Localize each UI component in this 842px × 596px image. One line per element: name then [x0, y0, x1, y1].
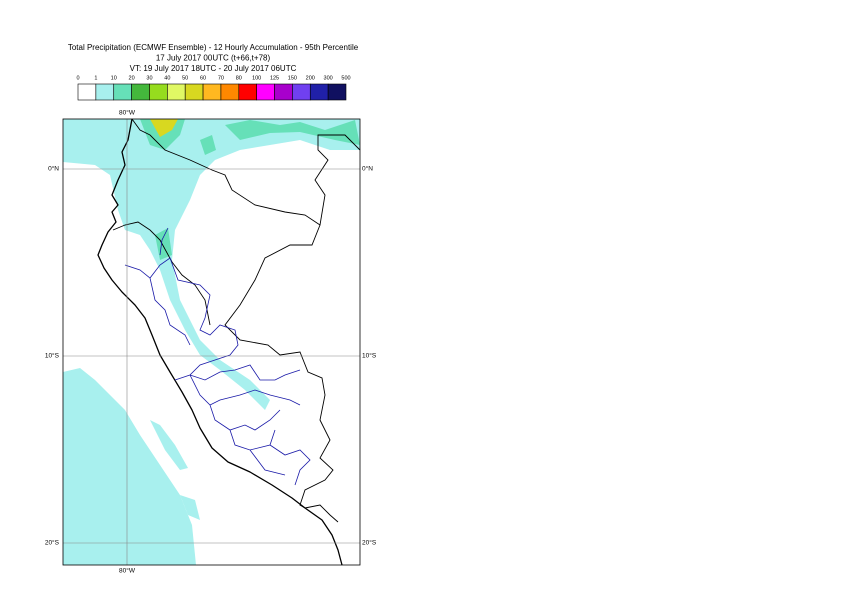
legend-label: 50	[182, 75, 188, 81]
lat-label: 10°S	[45, 352, 60, 360]
lat-label: 20°S	[45, 539, 60, 547]
legend-label: 125	[270, 75, 279, 81]
legend-swatch	[167, 83, 186, 101]
coastline	[97, 118, 343, 566]
legend-label: 40	[164, 75, 170, 81]
legend-swatch	[113, 83, 132, 101]
legend-swatch	[202, 83, 222, 101]
legend-label: 300	[324, 75, 333, 81]
legend-label: 20	[129, 75, 135, 81]
legend-label: 1	[94, 75, 97, 81]
legend-swatch	[327, 83, 347, 101]
legend-label: 500	[341, 75, 350, 81]
map-frame	[62, 118, 361, 566]
legend-swatch	[256, 83, 275, 101]
legend-label: 10	[111, 75, 117, 81]
map: 80°W 80°W 0°N 10°S 20°S 0°N 10°S 20°S	[45, 109, 377, 575]
lat-label: 10°S	[362, 352, 377, 360]
legend-swatch	[220, 83, 240, 101]
lon-label: 80°W	[119, 567, 136, 575]
legend-label: 80	[236, 75, 242, 81]
precip-area	[63, 119, 360, 410]
legend-swatch	[292, 83, 311, 101]
legend: 0 1 10 20 30 40 50 60 70 80 100 125 150 200 300 500	[76, 75, 351, 101]
admin-border	[124, 227, 311, 486]
lat-label: 0°N	[362, 165, 373, 173]
legend-swatch	[274, 83, 293, 101]
legend-swatch	[77, 83, 97, 101]
country-border	[112, 118, 361, 523]
title-line: Total Precipitation (ECMWF Ensemble) - 1…	[68, 43, 359, 52]
legend-label: 100	[252, 75, 261, 81]
lat-label: 20°S	[362, 539, 377, 547]
legend-label: 150	[288, 75, 297, 81]
legend-swatch	[309, 83, 329, 101]
legend-swatch	[95, 83, 115, 101]
precip-area	[150, 420, 200, 520]
legend-label: 0	[76, 75, 79, 81]
lon-label: 80°W	[119, 109, 136, 117]
title-line: VT: 19 July 2017 18UTC - 20 July 2017 06…	[130, 64, 297, 73]
precip-area	[63, 368, 196, 565]
legend-swatch	[238, 83, 257, 101]
lat-label: 0°N	[48, 165, 59, 173]
precip-area	[150, 119, 178, 137]
legend-swatch	[149, 83, 168, 101]
legend-label: 30	[146, 75, 152, 81]
legend-swatch	[131, 83, 150, 101]
header: Total Precipitation (ECMWF Ensemble) - 1…	[68, 43, 359, 73]
legend-label: 70	[218, 75, 224, 81]
legend-label: 200	[306, 75, 315, 81]
legend-swatch	[184, 83, 204, 101]
legend-label: 60	[200, 75, 206, 81]
title-line: 17 July 2017 00UTC (t+66,t+78)	[156, 54, 271, 63]
